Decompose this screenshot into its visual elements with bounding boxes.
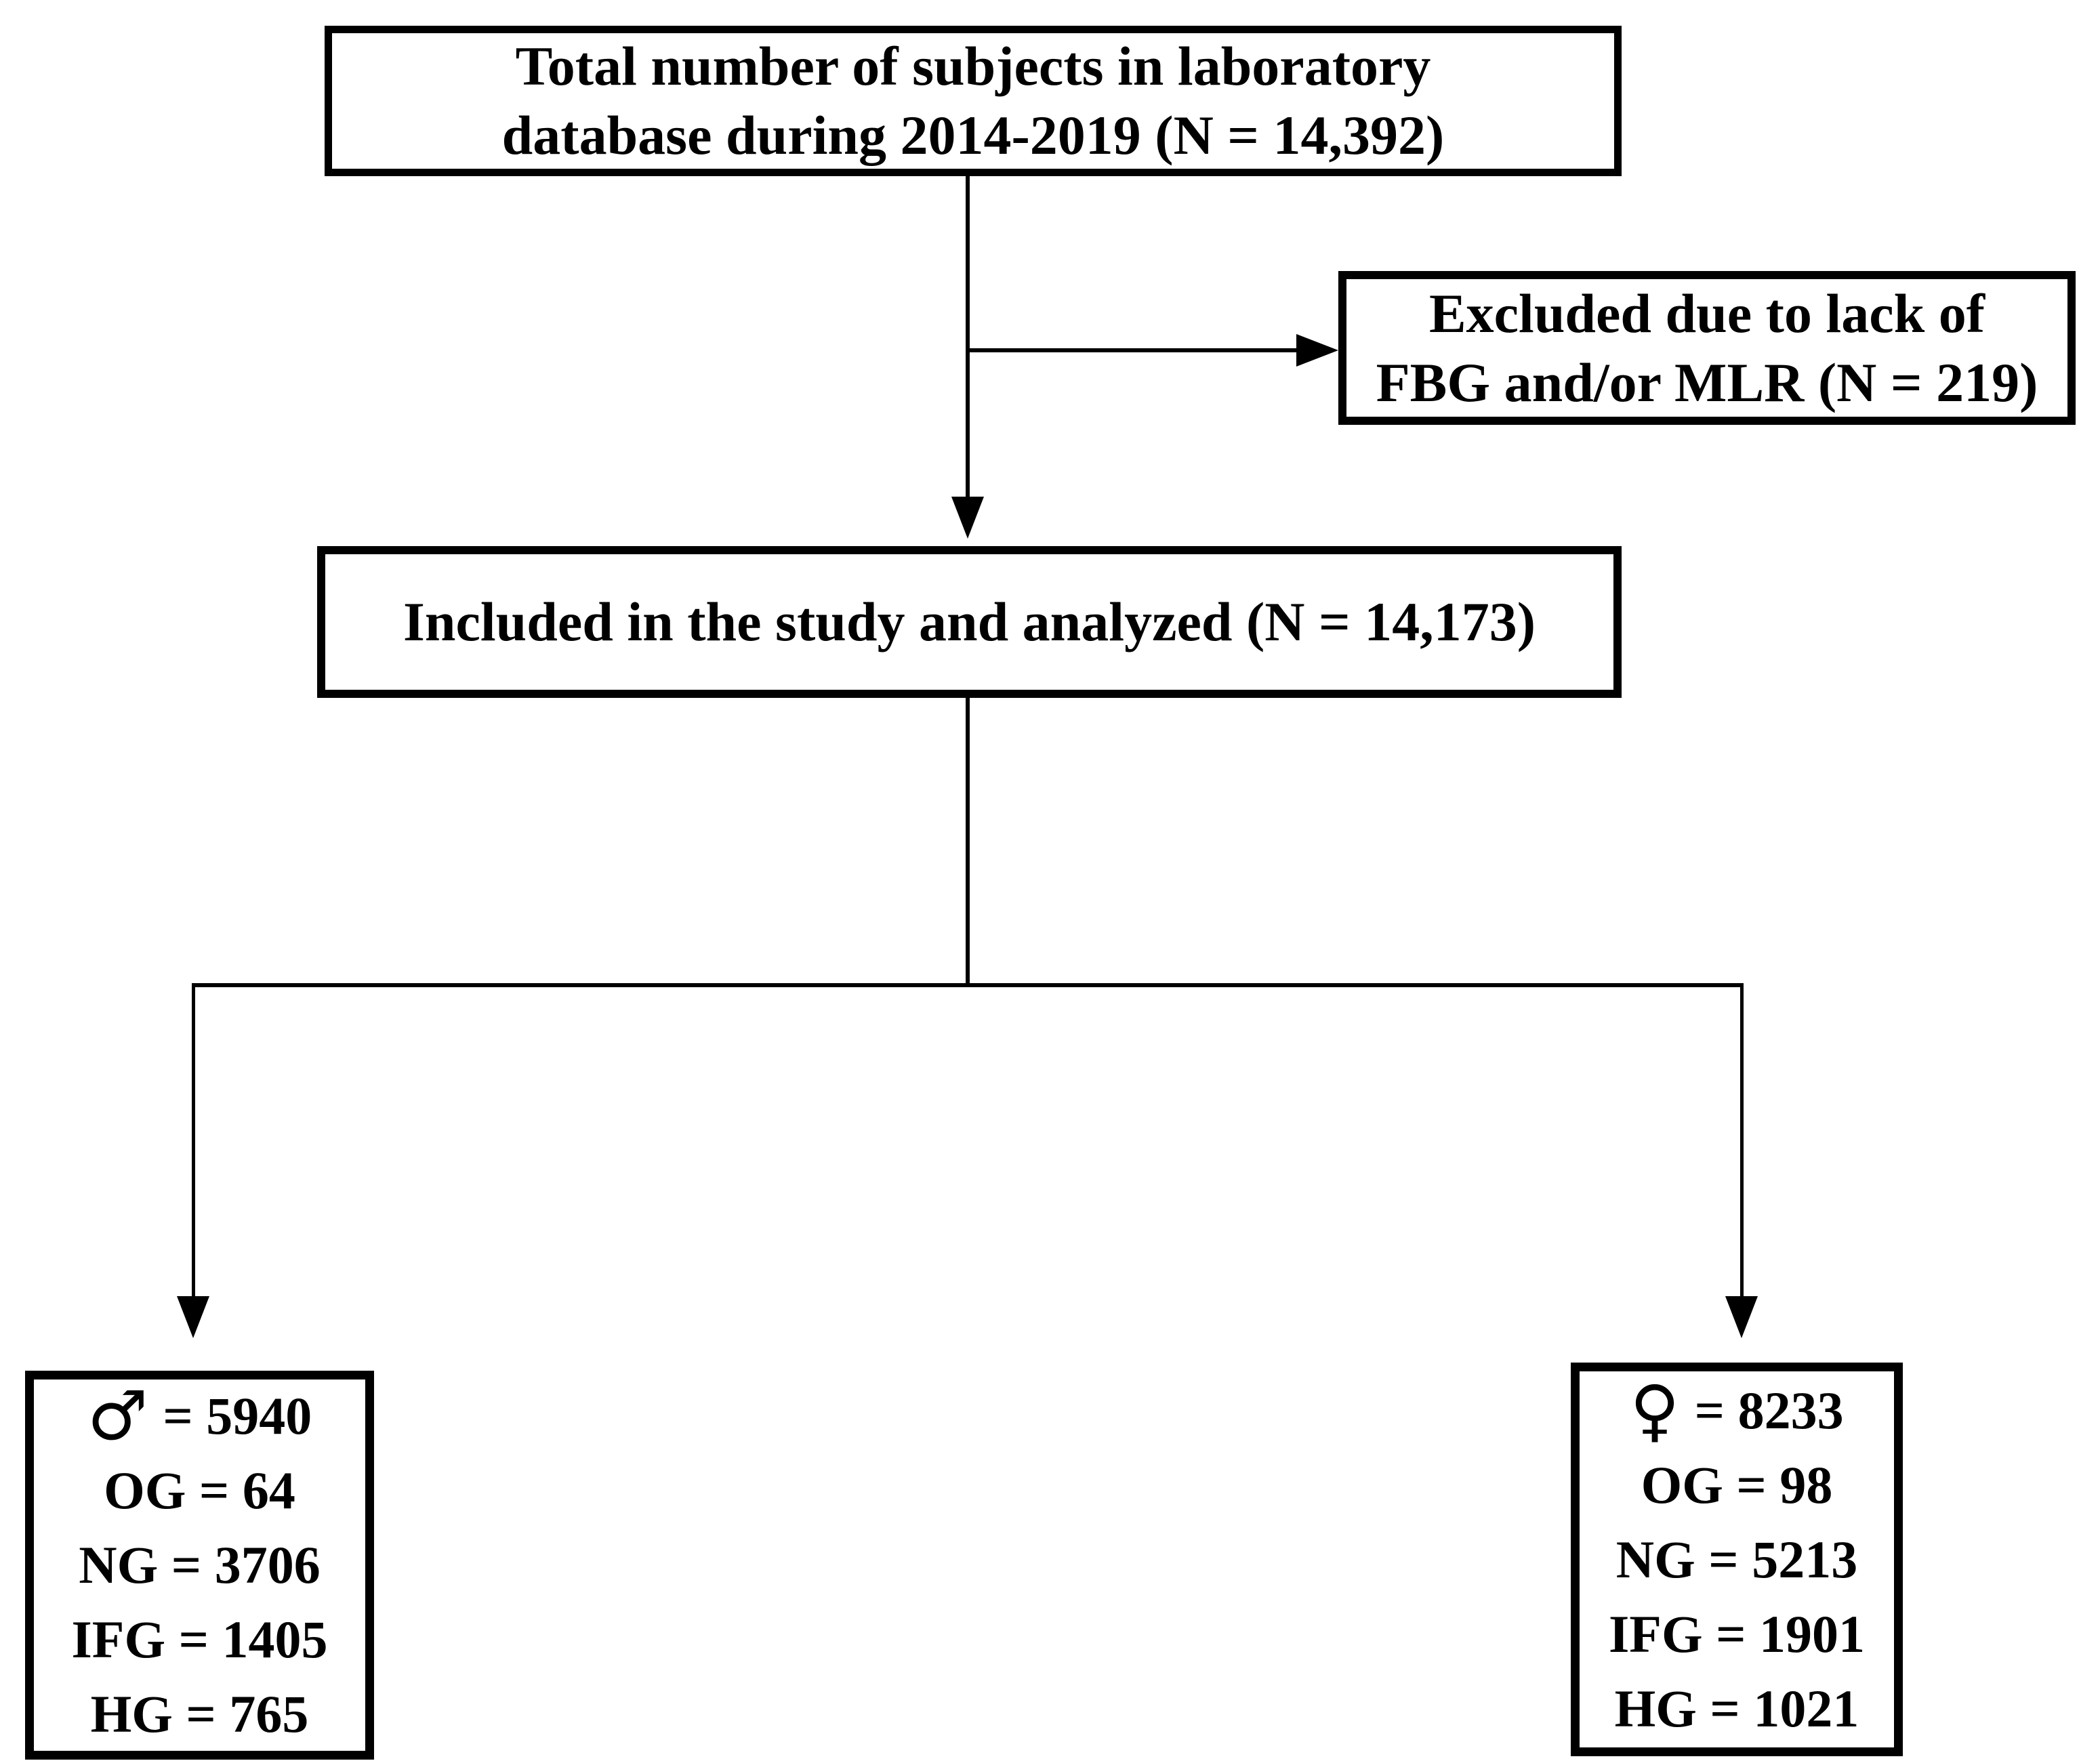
included-line1: Included in the study and analyzed (N = … — [403, 591, 1536, 652]
connector-excluded-horizontal — [966, 348, 1298, 352]
connector-included-vertical — [966, 697, 970, 987]
total-subjects-line1: Total number of subjects in laboratory — [515, 35, 1431, 97]
female-symbol-icon: ♀ — [1630, 1370, 1680, 1450]
male-ifg-row: IFG = 1405 — [71, 1610, 328, 1669]
arrowhead-down-included-icon — [951, 497, 984, 539]
connector-top-vertical — [966, 173, 970, 498]
excluded-line2: FBG and/or MLR (N = 219) — [1376, 351, 2038, 413]
male-ng-row: NG = 3706 — [79, 1535, 321, 1594]
female-og-row: OG = 98 — [1641, 1455, 1833, 1514]
connector-left-vertical — [192, 983, 195, 1298]
arrowhead-down-male-icon — [177, 1296, 209, 1338]
female-results-box: ♀ = 8233 OG = 98 NG = 5213 IFG = 1901 HG… — [1571, 1363, 1903, 1756]
excluded-box: Excluded due to lack of FBG and/or MLR (… — [1338, 271, 2076, 425]
female-ng-row: NG = 5213 — [1615, 1529, 1858, 1589]
male-total-row: ♂ = 5940 — [87, 1379, 312, 1453]
female-total-value: = 8233 — [1694, 1380, 1844, 1440]
male-og-row: OG = 64 — [104, 1461, 295, 1520]
arrowhead-down-female-icon — [1725, 1296, 1758, 1338]
connector-split-horizontal — [192, 983, 1744, 987]
female-ifg-row: IFG = 1901 — [1608, 1604, 1866, 1663]
male-results-box: ♂ = 5940 OG = 64 NG = 3706 IFG = 1405 HG… — [25, 1371, 374, 1760]
female-hg-row: HG = 1021 — [1614, 1678, 1859, 1738]
connector-right-vertical — [1740, 983, 1744, 1298]
male-total-value: = 5940 — [163, 1386, 312, 1445]
male-symbol-icon: ♂ — [87, 1376, 148, 1455]
excluded-line1: Excluded due to lack of — [1428, 282, 1985, 344]
arrowhead-right-excluded-icon — [1296, 334, 1338, 367]
included-box: Included in the study and analyzed (N = … — [317, 546, 1622, 698]
male-hg-row: HG = 765 — [90, 1684, 309, 1743]
female-total-row: ♀ = 8233 — [1630, 1373, 1843, 1448]
total-subjects-line2: database during 2014-2019 (N = 14,392) — [501, 104, 1445, 166]
total-subjects-box: Total number of subjects in laboratory d… — [325, 26, 1622, 176]
